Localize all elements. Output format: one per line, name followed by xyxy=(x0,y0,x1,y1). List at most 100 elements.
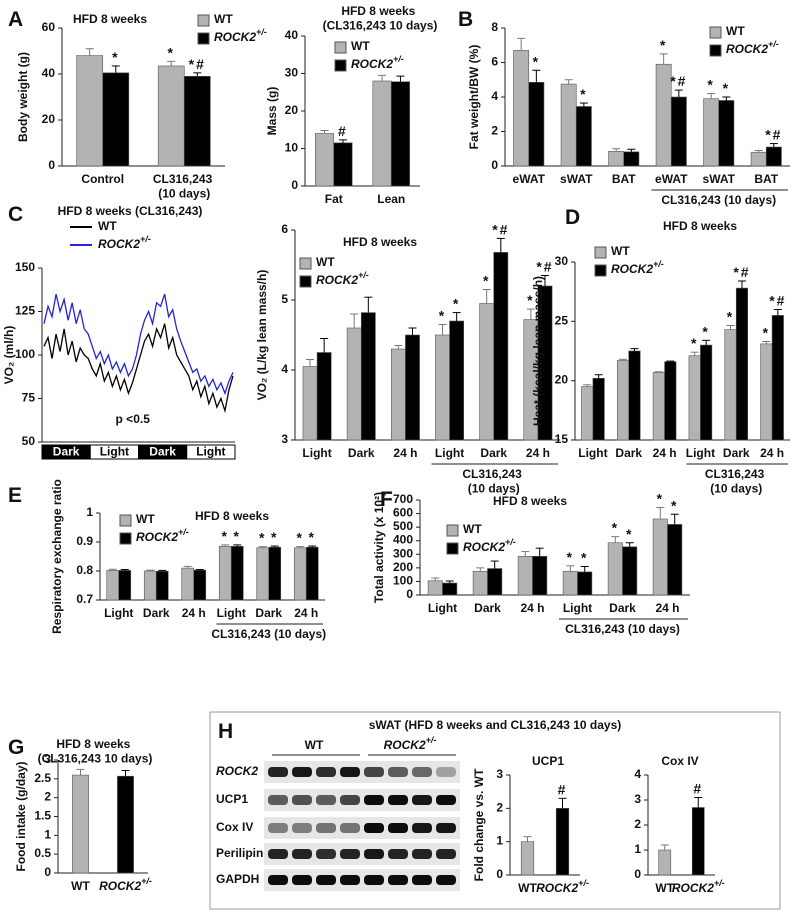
bar xyxy=(256,547,270,601)
bar xyxy=(405,334,420,441)
x-tick-label: ROCK2+/- xyxy=(672,878,725,895)
bar xyxy=(628,350,641,441)
y-tick-label: 0 xyxy=(634,867,641,881)
significance-mark: * xyxy=(112,49,119,65)
x-tick-label: Dark xyxy=(723,446,750,460)
y-axis-label: Fat weight/BW (%) xyxy=(467,45,481,150)
x-tick-label: Light xyxy=(686,446,715,460)
error-bar xyxy=(707,93,716,99)
legend-label: ROCK2+/- xyxy=(351,54,404,71)
bar xyxy=(667,524,683,596)
error-bar xyxy=(408,327,417,335)
blot-row-label: Cox IV xyxy=(216,820,253,834)
error-bar xyxy=(762,341,771,344)
group-label: CL316,243 (10 days) xyxy=(705,467,768,495)
significance-mark: # xyxy=(693,780,703,796)
significance-mark: * xyxy=(439,307,446,323)
error-bar xyxy=(438,324,447,335)
chart-title: HFD 8 weeks xyxy=(73,12,147,26)
blot-band xyxy=(292,875,312,885)
chart-title: HFD 8 weeks xyxy=(343,235,417,249)
bar xyxy=(72,774,89,874)
error-bar xyxy=(394,345,403,349)
blot-band xyxy=(340,875,360,885)
x-tick-label: sWAT xyxy=(703,172,736,186)
chart-title: HFD 8 weeks (CL316,243) xyxy=(58,204,203,218)
blot-band xyxy=(316,823,336,833)
significance-mark: * xyxy=(660,37,667,53)
y-tick-label: 30 xyxy=(285,66,299,80)
significance-mark: *# xyxy=(765,126,782,142)
legend-swatch xyxy=(197,32,210,45)
bar xyxy=(102,72,130,167)
blot-title: sWAT (HFD 8 weeks and CL316,243 10 days) xyxy=(369,718,622,732)
significance-mark: * xyxy=(581,549,588,565)
bar xyxy=(581,386,594,441)
x-tick-label: eWAT xyxy=(655,172,688,186)
legend-label: ROCK2+/- xyxy=(726,39,779,56)
significance-mark: # xyxy=(338,123,348,139)
bar xyxy=(658,849,672,876)
error-bar xyxy=(612,148,621,152)
error-bar xyxy=(674,89,683,97)
legend-label: WT xyxy=(611,244,630,258)
error-bar xyxy=(193,72,202,77)
x-tick-label: 24 h xyxy=(520,601,544,615)
error-bar xyxy=(579,102,588,107)
error-bar xyxy=(523,836,532,842)
significance-mark: * xyxy=(567,549,574,565)
y-tick-label: 0.8 xyxy=(76,563,93,577)
y-axis-label: Food intake (g/day) xyxy=(14,761,28,871)
bar xyxy=(520,841,535,876)
time-bar-segment xyxy=(186,444,236,460)
error-bar xyxy=(364,296,373,313)
bar xyxy=(390,348,406,441)
y-axis-label: Total activity (x 10²) xyxy=(372,492,386,603)
blot-band xyxy=(316,875,336,885)
blot-band xyxy=(268,823,288,833)
legend-label: ROCK2+/- xyxy=(316,270,369,287)
x-tick-label: Light xyxy=(217,606,246,620)
legend-label: ROCK2+/- xyxy=(611,259,664,276)
series-line xyxy=(43,323,234,414)
bar xyxy=(555,808,570,876)
error-bar xyxy=(431,577,440,581)
chart-title: HFD 8 weeks xyxy=(663,219,737,233)
y-tick-label: 0 xyxy=(406,587,413,601)
y-tick-label: 10 xyxy=(285,141,299,155)
x-tick-label: Dark xyxy=(609,601,636,615)
bar xyxy=(700,344,713,441)
blot-strip xyxy=(264,761,460,783)
blot-band xyxy=(364,849,384,859)
error-bar xyxy=(594,374,603,379)
bar xyxy=(181,567,195,601)
y-tick-label: 600 xyxy=(393,506,413,520)
bar xyxy=(442,582,458,596)
error-bar xyxy=(654,371,663,373)
y-axis-label: VO₂ (ml/h) xyxy=(2,326,16,385)
error-bar xyxy=(521,551,530,557)
legend-swatch xyxy=(334,59,347,72)
error-bar xyxy=(558,797,567,809)
y-tick-label: 20 xyxy=(285,103,299,117)
error-bar xyxy=(146,569,155,571)
error-bar xyxy=(611,536,620,543)
x-tick-label: Dark xyxy=(143,606,170,620)
x-tick-label: Dark xyxy=(474,601,501,615)
x-tick-label: Light xyxy=(563,601,592,615)
blot-band xyxy=(388,823,408,833)
bar xyxy=(183,76,211,167)
bar xyxy=(560,83,577,167)
y-tick-label: 300 xyxy=(393,546,413,560)
significance-mark: * xyxy=(259,529,266,545)
blot-strip xyxy=(264,843,460,865)
bar xyxy=(724,329,737,441)
blot-strip xyxy=(264,817,460,839)
error-bar xyxy=(670,513,679,525)
legend-label: WT xyxy=(726,24,745,38)
blot-row-label: UCP1 xyxy=(216,792,248,806)
x-tick-label: Light xyxy=(578,446,607,460)
annotation: p <0.5 xyxy=(116,412,151,426)
legend-swatch xyxy=(119,514,132,527)
